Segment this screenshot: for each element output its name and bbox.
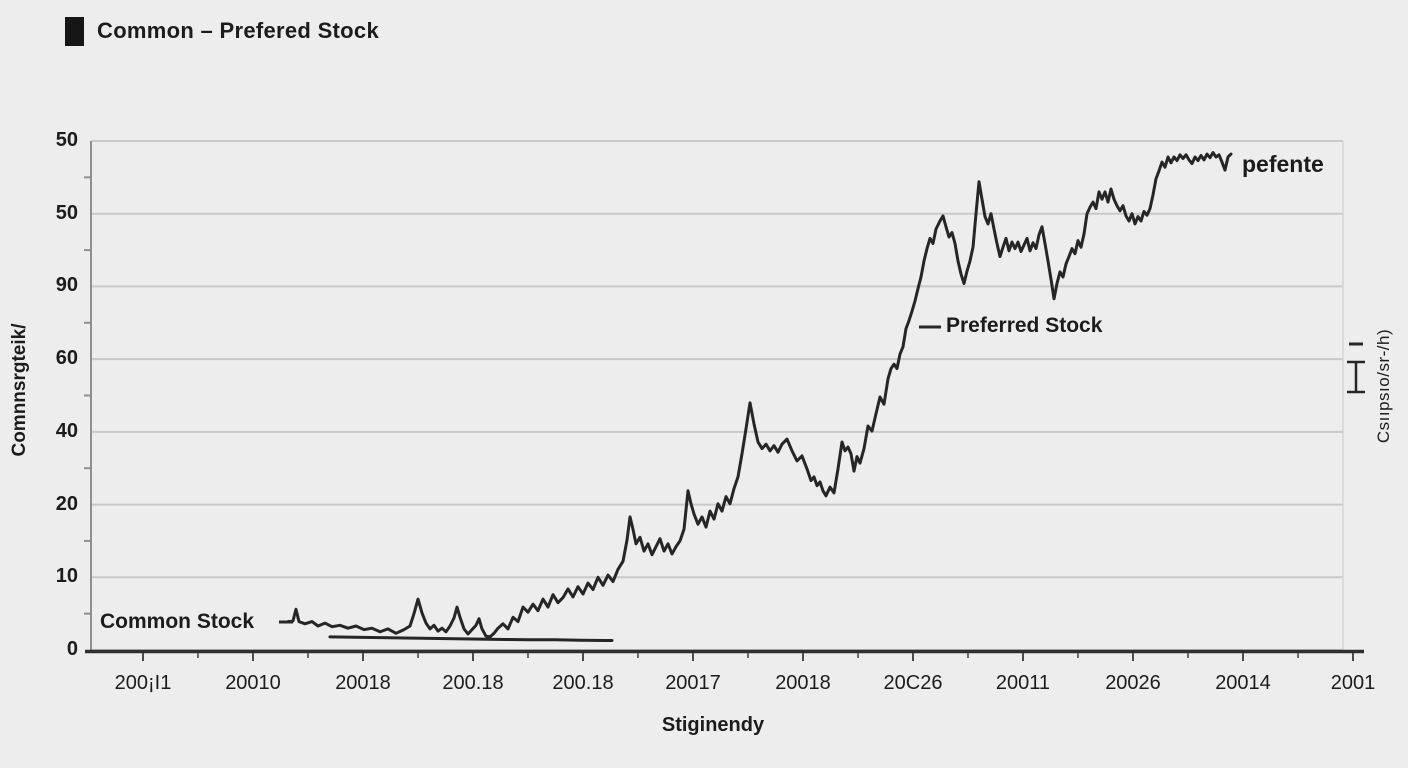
x-tick-label: 200.18 xyxy=(552,672,614,694)
y-tick-label: 50 xyxy=(55,129,78,151)
x-tick-label: 20026 xyxy=(1105,672,1161,694)
x-tick-label: 20017 xyxy=(665,672,721,694)
x-tick-label: 200.18 xyxy=(442,672,504,694)
x-tick-label: 200¡I1 xyxy=(114,672,172,694)
y-tick-label: 90 xyxy=(55,274,78,297)
right-axis-title: Csııpsıo/sr-/h) xyxy=(1374,328,1393,444)
y-tick-label: 0 xyxy=(66,638,78,660)
y-tick-label: 20 xyxy=(55,492,78,515)
x-tick-label: 20C26 xyxy=(883,672,943,694)
line-end-label: pefente xyxy=(1242,151,1324,177)
x-axis-title: Stiginendy xyxy=(661,714,765,736)
legend-square-icon xyxy=(65,17,84,46)
y-tick-label: 40 xyxy=(55,419,78,442)
common-stock-label: Common Stock xyxy=(100,610,255,633)
y-tick-label: 60 xyxy=(55,347,78,370)
y-tick-label: 10 xyxy=(55,565,78,588)
x-tick-label: 20011 xyxy=(995,672,1051,694)
x-tick-label: 20018 xyxy=(775,672,831,694)
series-line-common-stock xyxy=(328,635,614,642)
x-tick-label: 20018 xyxy=(335,672,391,694)
series-line-preferred-stock xyxy=(286,151,1233,639)
x-tick-label: 20014 xyxy=(1215,672,1271,694)
x-tick-label: 20010 xyxy=(225,672,281,694)
preferred-stock-label: Preferred Stock xyxy=(946,314,1103,337)
y-tick-label: 50 xyxy=(55,201,78,224)
chart-title: Common – Prefered Stock xyxy=(97,18,379,43)
x-tick-label: 2001 xyxy=(1330,672,1376,694)
